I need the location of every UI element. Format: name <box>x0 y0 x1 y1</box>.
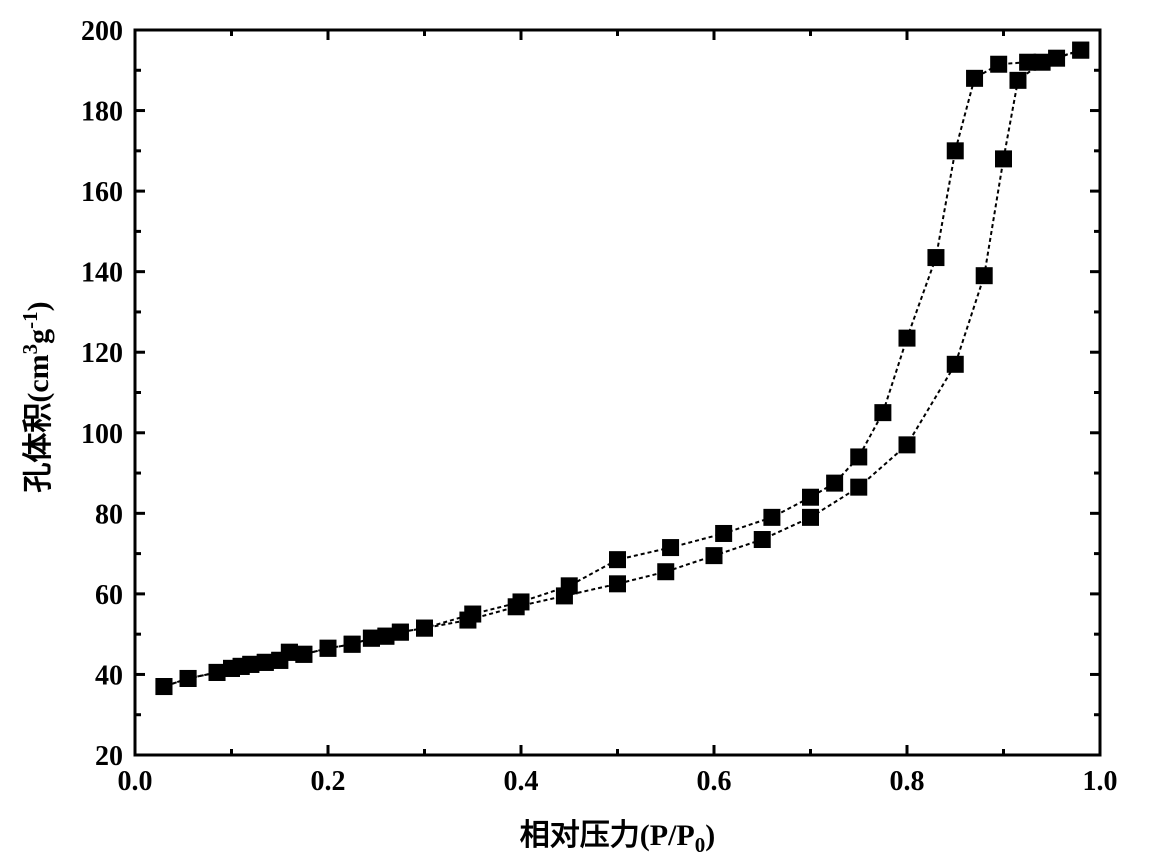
svg-text:0.8: 0.8 <box>890 766 925 797</box>
svg-text:20: 20 <box>95 741 123 772</box>
x-axis-label: 相对压力(P/P0) <box>498 810 738 858</box>
x-axis-label-text: 相对压力(P/P0) <box>520 819 715 852</box>
svg-text:160: 160 <box>81 177 123 208</box>
svg-text:60: 60 <box>95 580 123 611</box>
svg-text:200: 200 <box>81 16 123 47</box>
svg-text:0.6: 0.6 <box>697 766 732 797</box>
svg-text:0.2: 0.2 <box>311 766 346 797</box>
svg-text:1.0: 1.0 <box>1083 766 1118 797</box>
svg-text:80: 80 <box>95 499 123 530</box>
svg-text:140: 140 <box>81 258 123 289</box>
y-axis-label-text: 孔体积(cm3g-1) <box>22 301 55 492</box>
svg-text:40: 40 <box>95 660 123 691</box>
y-axis-label: 孔体积(cm3g-1) <box>13 247 57 547</box>
svg-text:100: 100 <box>81 419 123 450</box>
svg-text:180: 180 <box>81 97 123 128</box>
svg-text:0.4: 0.4 <box>504 766 539 797</box>
chart-container: 0.00.20.40.60.81.02040608010012014016018… <box>0 0 1157 863</box>
svg-text:120: 120 <box>81 338 123 369</box>
isotherm-chart: 0.00.20.40.60.81.02040608010012014016018… <box>0 0 1157 863</box>
